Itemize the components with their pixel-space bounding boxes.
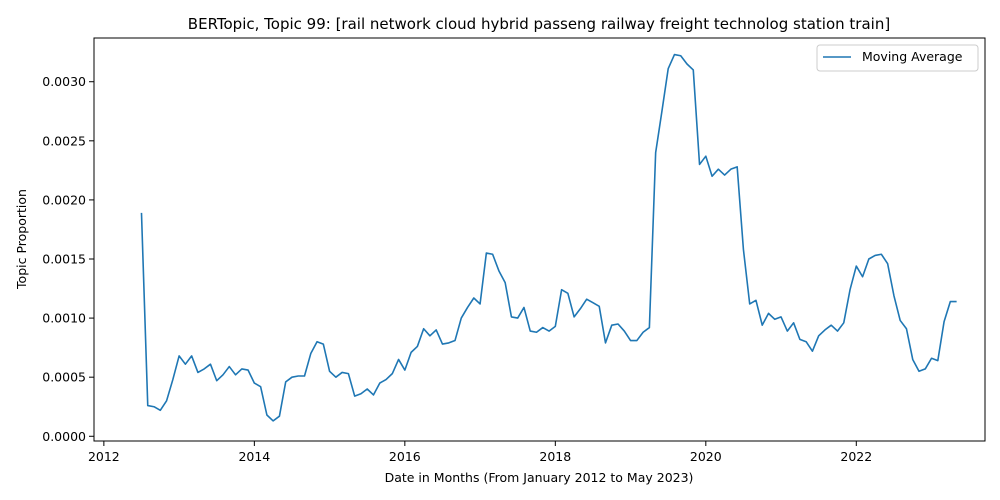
y-tick-label: 0.0010 xyxy=(42,311,86,326)
series-line-moving-average xyxy=(140,53,957,422)
x-axis-title: Date in Months (From January 2012 to May… xyxy=(385,470,694,485)
x-tick-label: 2020 xyxy=(690,449,722,464)
y-tick-label: 0.0025 xyxy=(42,133,86,148)
y-tick-label: 0.0000 xyxy=(42,429,86,444)
x-tick-label: 2022 xyxy=(840,449,872,464)
x-tick-label: 2014 xyxy=(238,449,270,464)
x-tick-label: 2018 xyxy=(539,449,571,464)
y-axis-title: Topic Proportion xyxy=(14,189,29,290)
chart-title: BERTopic, Topic 99: [rail network cloud … xyxy=(188,15,890,33)
legend: Moving Average xyxy=(816,44,979,72)
y-tick-label: 0.0030 xyxy=(42,74,86,89)
legend-box xyxy=(816,44,979,72)
series-layer xyxy=(140,53,957,422)
x-axis: 2012 2014 2016 2018 2020 2022 xyxy=(88,441,872,464)
x-tick-label: 2012 xyxy=(88,449,120,464)
legend-label: Moving Average xyxy=(862,49,963,64)
y-tick-label: 0.0005 xyxy=(42,370,86,385)
y-tick-label: 0.0015 xyxy=(42,252,86,267)
y-tick-label: 0.0020 xyxy=(42,192,86,207)
x-tick-label: 2016 xyxy=(389,449,421,464)
plot-frame xyxy=(93,37,986,442)
y-axis: 0.0000 0.0005 0.0010 0.0015 0.0020 0.0025 0.00… xyxy=(42,74,94,444)
plot-area xyxy=(94,38,985,441)
